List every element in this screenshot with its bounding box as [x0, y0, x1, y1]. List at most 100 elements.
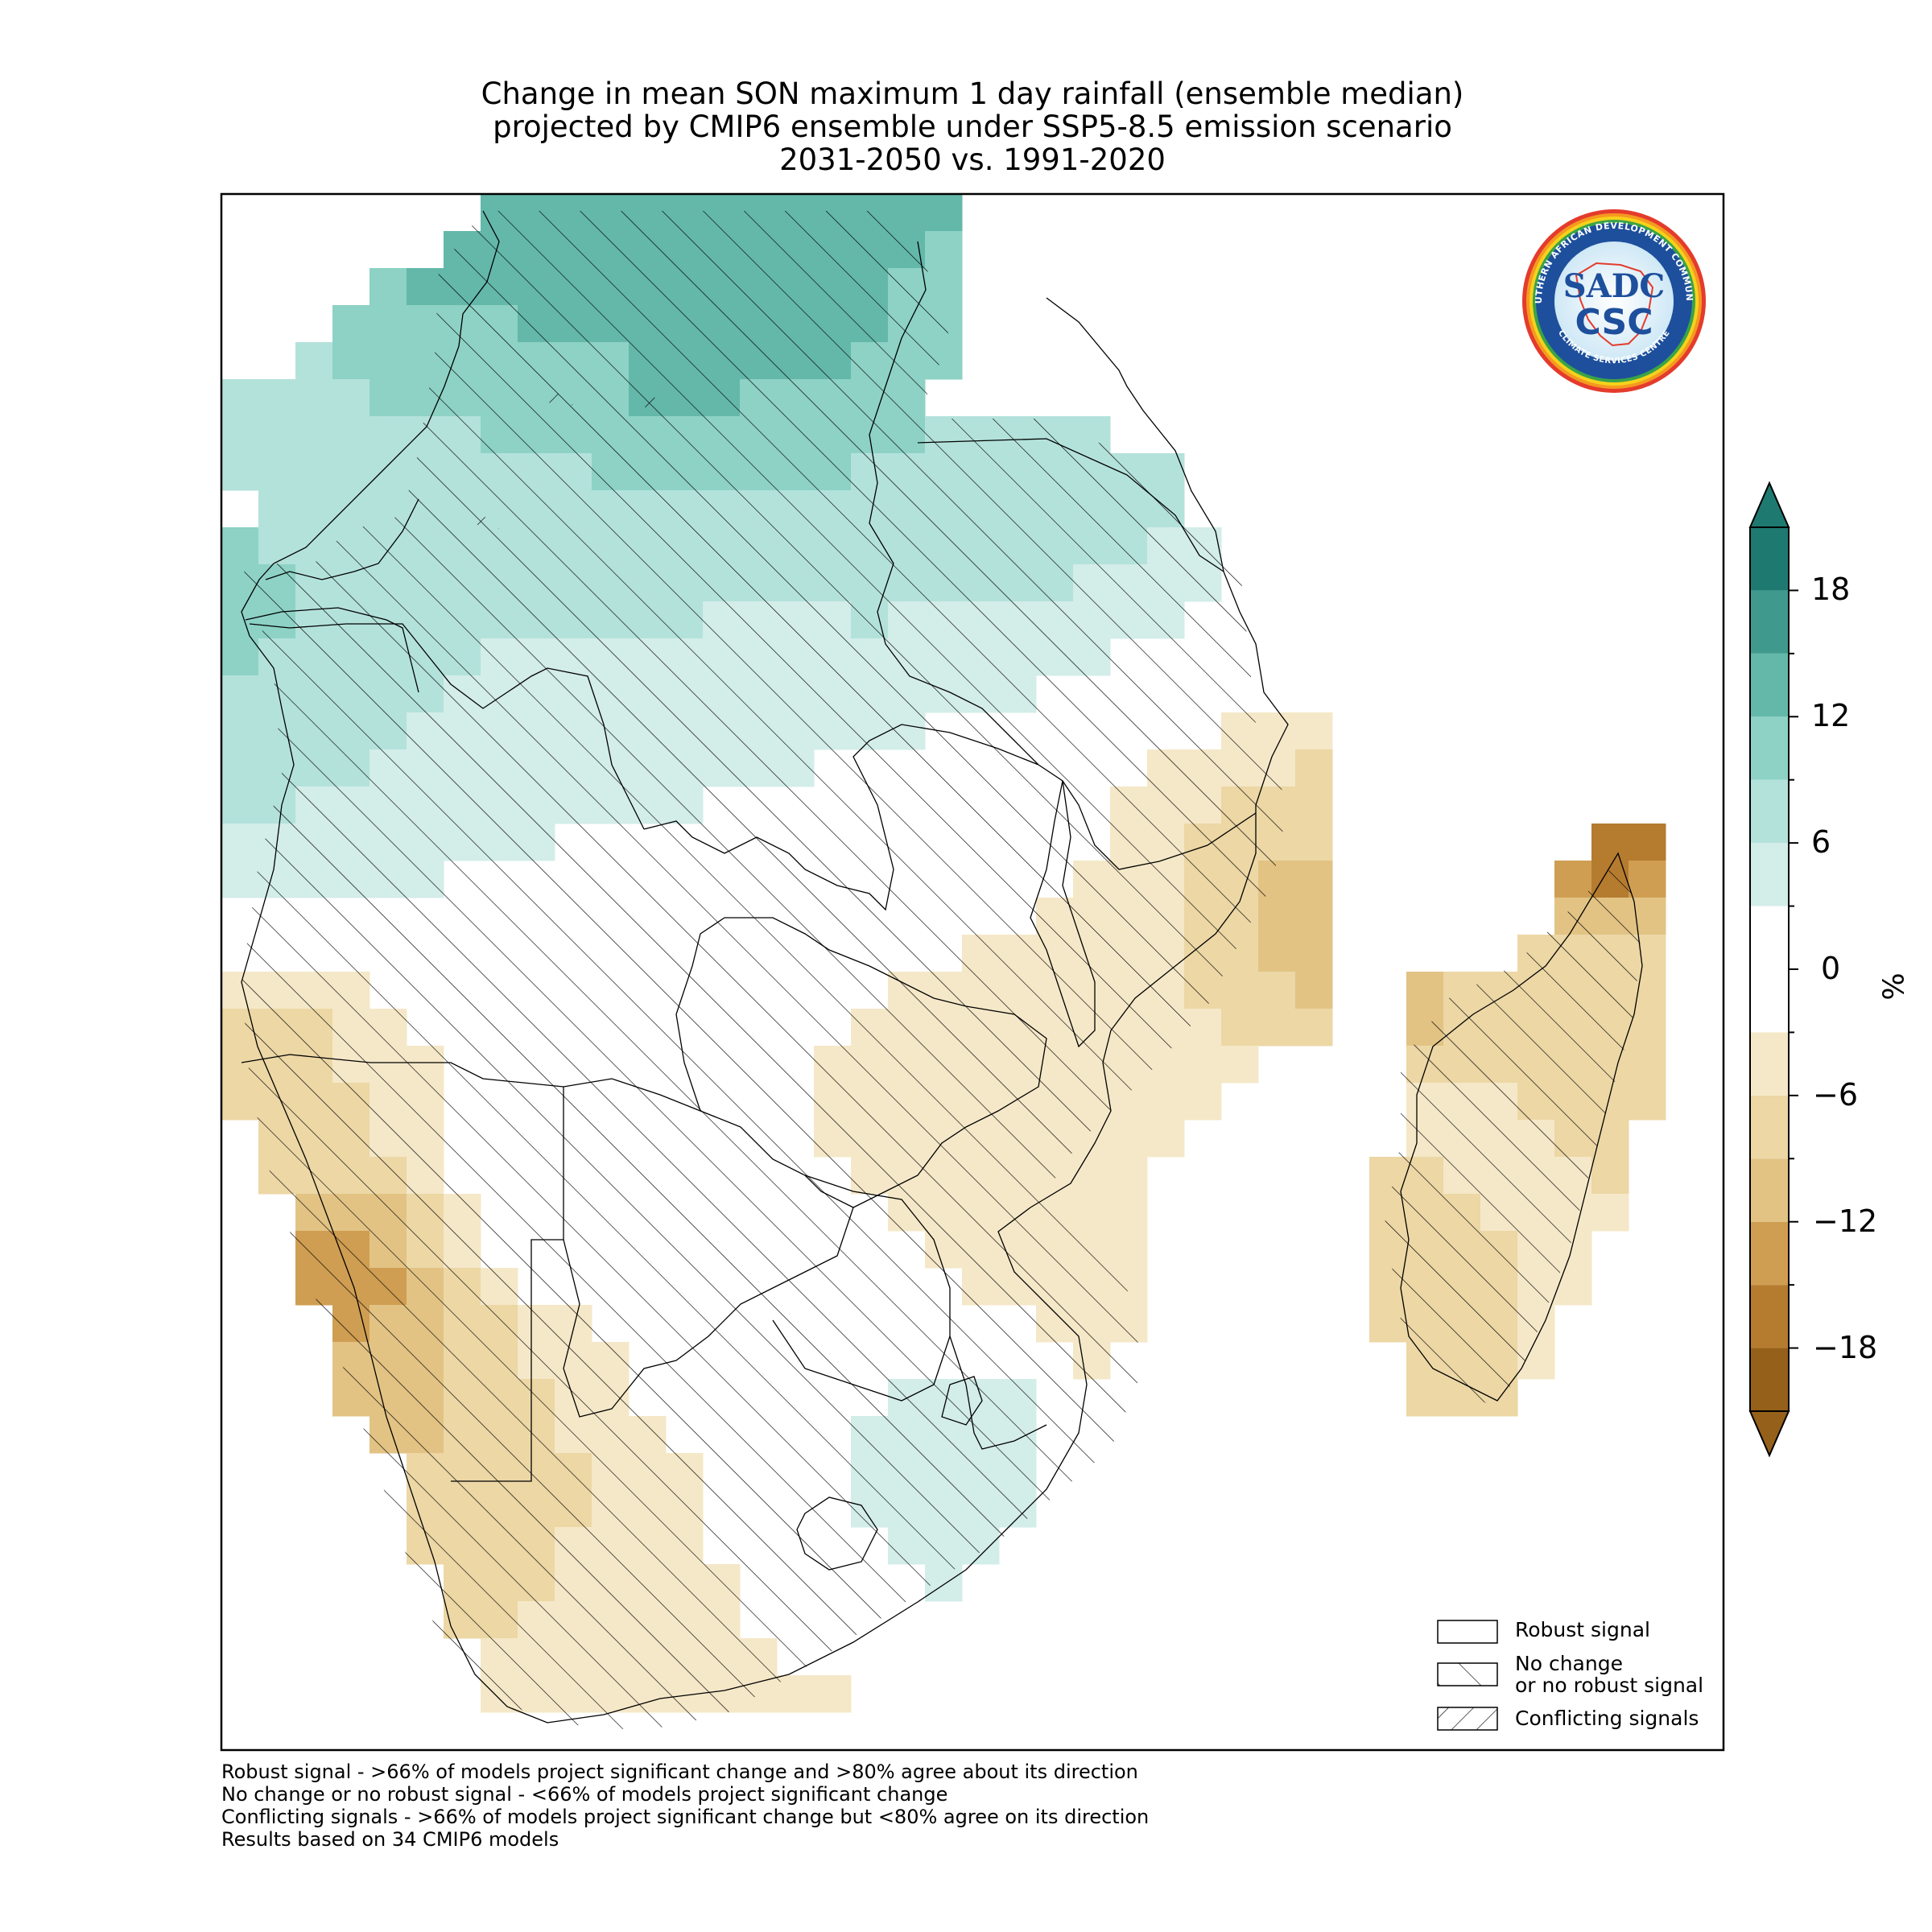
grid-cell: [332, 379, 370, 417]
grid-cell: [221, 675, 259, 713]
grid-cell: [369, 342, 407, 380]
country-borders: [241, 210, 1643, 1724]
grid-cell: [221, 453, 259, 491]
grid-cell: [1295, 1009, 1333, 1046]
grid-cell: [1258, 712, 1296, 750]
colorbar-segment: [1750, 906, 1789, 1033]
grid-cell: [1591, 824, 1629, 861]
grid-cell: [1591, 1194, 1629, 1232]
grid-cell: [1295, 972, 1333, 1009]
logo-mark-bottom: CSC: [1575, 302, 1653, 343]
legend-label-robust: Robust signal: [1515, 1618, 1650, 1641]
grid-cell: [1258, 935, 1296, 972]
colorbar-tick-label: 12: [1811, 698, 1851, 734]
grid-cell: [369, 416, 407, 454]
grid-cell: [295, 379, 333, 417]
grid-cell: [258, 527, 296, 565]
legend-swatch-no-change: [1437, 1662, 1498, 1686]
colorbar-tick-label: 18: [1811, 572, 1851, 608]
grid-cell: [1221, 1009, 1259, 1046]
border-drc-zambia: [643, 724, 1039, 911]
border-angola-namibia: [241, 1054, 701, 1112]
colorbar-segment: [1750, 1095, 1789, 1159]
grid-cell: [1110, 1120, 1148, 1158]
grid-cell: [295, 453, 333, 491]
grid-cell: [1406, 1379, 1444, 1417]
grid-cell: [332, 453, 370, 491]
grid-cell: [369, 379, 407, 417]
legend-label-conflicting: Conflicting signals: [1515, 1707, 1699, 1730]
footnote-conflicting: Conflicting signals - >66% of models pro…: [221, 1806, 1150, 1828]
grid-cell: [1147, 1083, 1185, 1121]
colorbar-extend-max: [1748, 481, 1790, 528]
colorbar-segment: [1750, 1285, 1789, 1348]
colorbar-segment: [1750, 843, 1789, 906]
grid-cell: [1221, 972, 1259, 1009]
grid-cell: [221, 527, 259, 565]
grid-cell: [295, 416, 333, 454]
colorbar-segment: [1750, 779, 1789, 844]
no-robust-signal-hatch-madagascar: [1385, 861, 1642, 1409]
legend-label-no-change-2: or no robust signal: [1515, 1674, 1704, 1697]
grid-cell: [1184, 1083, 1222, 1121]
grid-cell: [1258, 972, 1296, 1009]
footnote-robust: Robust signal - >66% of models project s…: [221, 1761, 1138, 1783]
legend-swatch-robust: [1437, 1620, 1498, 1644]
grid-cell: [1184, 1046, 1222, 1084]
legend-label-no-change-1: No change: [1515, 1652, 1623, 1675]
grid-cell: [814, 1675, 852, 1713]
map-legend: [1437, 1620, 1498, 1731]
grid-cell: [1110, 1231, 1148, 1269]
colorbar-segment: [1750, 716, 1789, 780]
border-congo-gabon: [265, 498, 419, 580]
coastline-mainland: [241, 210, 1289, 1724]
grid-cell: [221, 416, 259, 454]
grid-cell: [1591, 1157, 1629, 1195]
colorbar-segment: [1750, 527, 1789, 591]
grid-cell: [1629, 861, 1666, 898]
grid-cell: [332, 490, 370, 528]
grid-cell: [1406, 972, 1444, 1009]
colorbar-segment: [1750, 1348, 1789, 1411]
grid-cell: [221, 749, 259, 787]
title-line-1: Change in mean SON maximum 1 day rainfal…: [481, 76, 1464, 111]
conflicting-signals-hatch: [473, 386, 660, 535]
footnote-no-change: No change or no robust signal - <66% of …: [221, 1783, 948, 1806]
sadc-csc-logo: SOUTHERN AFRICAN DEVELOPMENT COMMUNITY C…: [1520, 207, 1706, 393]
grid-cell: [1554, 1268, 1592, 1306]
border-zambia-south: [675, 917, 1047, 1208]
grid-cell: [1629, 1009, 1666, 1046]
hatch-overlays: [242, 211, 1642, 1731]
grid-cell: [221, 824, 259, 861]
colorbar-unit-label: %: [1877, 972, 1911, 1001]
colorbar-extend-min: [1748, 1410, 1790, 1458]
border-drc-east: [869, 241, 1039, 766]
colorbar-tick-label: −18: [1813, 1329, 1878, 1365]
colorbar-segment: [1750, 1158, 1789, 1222]
grid-cell: [332, 342, 370, 380]
border-malawi: [1030, 780, 1096, 1048]
grid-cell: [1295, 861, 1333, 898]
colorbar-segment: [1750, 1221, 1789, 1286]
chart-title: Change in mean SON maximum 1 day rainfal…: [221, 77, 1724, 176]
grid-cell: [332, 305, 370, 343]
grid-cell: [332, 416, 370, 454]
border-angola-drc: [249, 623, 645, 830]
grid-cell: [1110, 1157, 1148, 1195]
coastline-madagascar: [1400, 852, 1643, 1402]
grid-cell: [1295, 898, 1333, 935]
grid-cell: [1258, 898, 1296, 935]
colorbar-segment: [1750, 653, 1789, 717]
grid-cell: [1258, 1009, 1296, 1046]
grid-cell: [258, 416, 296, 454]
grid-cell: [1629, 1046, 1666, 1084]
grid-cell: [295, 342, 333, 380]
map-frame: [220, 192, 1725, 1752]
grid-cell: [221, 601, 259, 639]
border-mozambique-south: [949, 1335, 1047, 1450]
grid-cell: [221, 638, 259, 676]
legend-swatch-conflicting: [1437, 1707, 1498, 1731]
border-tanzania-mozambique: [1038, 764, 1257, 870]
grid-cell: [258, 490, 296, 528]
